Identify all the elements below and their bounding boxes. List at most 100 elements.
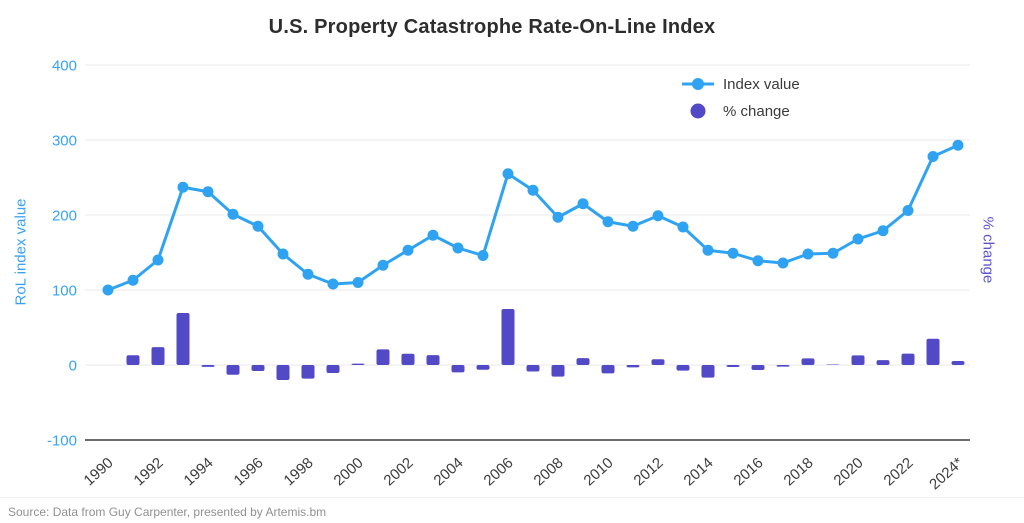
pct-change-bar [276,365,290,380]
index-point [652,210,664,222]
index-point [427,229,439,241]
x-tick-label: 2018 [780,454,816,489]
index-point [827,247,839,259]
pct-change-bar [801,358,815,365]
index-point [777,257,789,269]
pct-change-bar [126,355,140,365]
index-point [702,244,714,256]
x-tick-label: 2004 [430,454,466,489]
pct-change-bar [601,365,615,374]
pct-change-bar [251,365,265,371]
x-tick-label: 2020 [830,454,866,489]
pct-change-bar [201,365,215,367]
index-point [402,244,414,256]
x-tick-label: 2012 [630,454,666,489]
pct-change-bar [326,365,340,374]
index-point [677,221,689,233]
legend-item-index-value[interactable]: Index value [681,72,800,96]
pct-change-bar [176,313,190,365]
pct-change-bar [226,365,240,375]
pct-change-bar [401,353,415,365]
y-tick-label: 0 [69,358,77,375]
pct-change-bar [351,363,365,365]
x-tick-label: 2014 [680,454,716,489]
index-point [252,220,264,232]
index-point [377,259,389,271]
pct-change-bar [726,365,740,367]
index-point [577,198,589,210]
y-tick-label: 400 [52,58,77,75]
pct-change-bar [151,347,165,365]
y-tick-label: 300 [52,133,77,150]
index-point [952,139,964,151]
pct-change-bar [926,338,940,365]
index-point [502,168,514,180]
x-tick-label: 2016 [730,454,766,489]
pct-change-bar [776,365,790,367]
index-point [727,247,739,259]
pct-change-bar [301,365,315,379]
pct-change-bar [526,365,540,372]
pct-change-bar [576,358,590,365]
legend-item-label: % change [723,102,790,120]
chart-title: U.S. Property Catastrophe Rate-On-Line I… [268,16,716,38]
pct-change-bar [501,308,515,365]
index-point [202,186,214,198]
index-point [352,277,364,288]
pct-change-bar [676,365,690,371]
legend-item-pct-change[interactable]: % change [681,99,800,123]
pct-change-bar [651,359,665,365]
pct-change-bar [901,353,915,365]
pct-change-bar [826,364,840,365]
x-tick-label: 2010 [580,454,616,489]
y-tick-label: 100 [52,283,77,300]
index-point [877,225,889,237]
x-tick-label: 2008 [530,454,566,489]
pct-change-bar [476,365,490,370]
line-marker-icon [682,78,714,90]
index-point [527,184,539,196]
index-point [477,250,489,261]
index-point [152,254,164,266]
y-axis-title: RoL index value [12,198,30,306]
x-tick-label: 1994 [180,454,216,489]
x-tick-label: 2000 [330,454,366,489]
index-point [277,248,289,260]
pct-change-bar [626,365,640,368]
x-tick-label: 2006 [480,454,516,489]
pct-change-bar [851,355,865,365]
index-point [802,248,814,260]
pct-change-bar [551,365,565,377]
x-tick-label: 1992 [130,454,166,489]
index-point [302,268,314,280]
pct-change-bar [451,365,465,373]
index-point [927,151,939,162]
source-caption: Source: Data from Guy Carpenter, present… [8,505,327,519]
pct-change-bar [701,365,715,378]
pct-change-bar [426,355,440,365]
y-tick-label: 200 [52,208,77,225]
index-point [452,242,464,254]
index-point [177,181,189,193]
index-point [602,216,614,228]
index-point [852,233,864,245]
pct-change-bar [876,360,890,365]
index-point [127,274,139,286]
x-tick-label: 1998 [280,454,316,489]
index-point [902,205,914,216]
x-tick-label: 2022 [880,454,916,489]
index-point [102,284,114,296]
index-point [752,255,764,267]
pct-change-bar [951,360,965,365]
footer: Source: Data from Guy Carpenter, present… [0,497,1024,523]
index-point [327,278,339,290]
index-point [552,211,564,223]
right-axis-title: % change [979,216,997,284]
pct-change-bar [376,349,390,365]
x-tick-label: 2024* [926,454,967,493]
legend: Index value % change [681,72,800,123]
y-tick-label: -100 [47,433,77,450]
index-point [227,208,239,220]
